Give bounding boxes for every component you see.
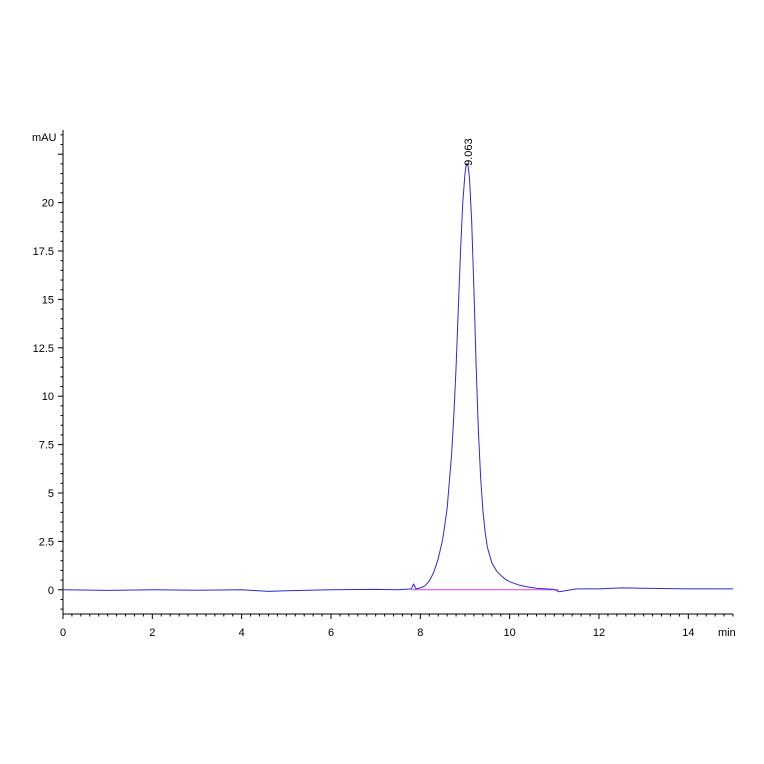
x-tick-label: 6: [328, 627, 334, 639]
y-tick-label: 20: [42, 198, 54, 210]
axes-layer: [58, 130, 734, 619]
x-tick-label: 12: [593, 627, 605, 639]
chromatogram-trace: [62, 163, 733, 593]
y-tick-label: 12.5: [33, 343, 54, 355]
y-tick-label: 10: [42, 391, 54, 403]
y-axis-unit-label: mAU: [32, 132, 57, 144]
x-tick-label: 0: [60, 627, 66, 639]
series-layer: [62, 163, 733, 593]
y-tick-label: 2.5: [39, 536, 54, 548]
labels-layer: 0 2.5 5 7.5 10 12.5 15 17.5 20 0 2 4 6 8 10 12 14 mAU min 9…: [32, 132, 736, 639]
x-tick-label: 14: [682, 627, 694, 639]
x-axis-unit-label: min: [718, 627, 736, 639]
x-tick-label: 10: [504, 627, 516, 639]
y-tick-label: 7.5: [39, 440, 54, 452]
x-tick-label: 2: [149, 627, 155, 639]
y-tick-label: 5: [48, 488, 54, 500]
x-tick-label: 8: [417, 627, 423, 639]
y-tick-label: 0: [48, 585, 54, 597]
y-tick-label: 17.5: [33, 246, 54, 258]
x-tick-label: 4: [239, 627, 245, 639]
y-tick-label: 15: [42, 294, 54, 306]
peak-retention-label: 9.063: [463, 138, 475, 166]
